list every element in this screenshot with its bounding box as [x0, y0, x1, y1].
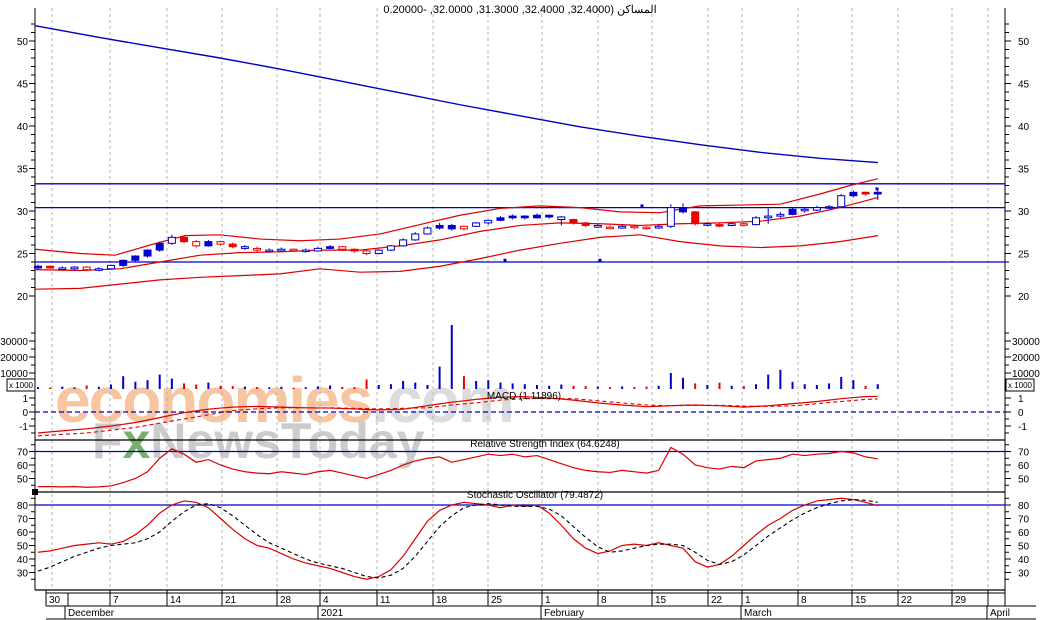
watermark-suffix-text: .com	[371, 364, 514, 436]
svg-text:60: 60	[17, 461, 29, 472]
svg-text:10000: 10000	[1012, 369, 1040, 380]
svg-text:11: 11	[380, 595, 391, 606]
svg-text:0: 0	[22, 408, 28, 419]
svg-text:60: 60	[17, 528, 29, 539]
rsi-indicator-label: Relative Strength Index (64.6248)	[470, 439, 620, 450]
svg-text:x 1000: x 1000	[9, 381, 34, 390]
svg-text:45: 45	[17, 80, 29, 91]
svg-text:March: March	[744, 608, 772, 619]
svg-text:50: 50	[1018, 475, 1030, 486]
stochastic-indicator-label: Stochastic Oscillator (79.4872)	[466, 490, 604, 501]
svg-text:21: 21	[225, 595, 237, 606]
svg-text:-1: -1	[19, 422, 28, 433]
watermark-tag-f: F	[92, 413, 123, 469]
svg-text:30: 30	[17, 569, 29, 580]
svg-text:40: 40	[1018, 555, 1030, 566]
watermark-tag-x: x	[122, 413, 151, 469]
svg-text:0: 0	[1018, 408, 1024, 419]
svg-text:15: 15	[855, 595, 867, 606]
svg-text:40: 40	[17, 122, 29, 133]
svg-text:35: 35	[17, 165, 29, 176]
svg-text:8: 8	[801, 595, 807, 606]
svg-text:29: 29	[955, 595, 967, 606]
svg-text:1: 1	[545, 595, 551, 606]
volume-bars-layer	[37, 325, 879, 389]
gridlines-layer	[51, 8, 989, 590]
svg-text:28: 28	[280, 595, 292, 606]
svg-text:4: 4	[323, 595, 329, 606]
svg-text:70: 70	[17, 515, 29, 526]
svg-text:22: 22	[901, 595, 913, 606]
svg-text:30: 30	[49, 595, 61, 606]
svg-text:50: 50	[1018, 37, 1030, 48]
svg-text:45: 45	[1018, 80, 1030, 91]
svg-text:8: 8	[601, 595, 607, 606]
svg-text:60: 60	[1018, 461, 1030, 472]
svg-text:December: December	[68, 608, 115, 619]
svg-text:80: 80	[1018, 501, 1030, 512]
svg-text:1: 1	[22, 394, 28, 405]
svg-text:18: 18	[436, 595, 448, 606]
svg-text:22: 22	[711, 595, 723, 606]
svg-text:25: 25	[1018, 250, 1030, 261]
frame-layer	[32, 8, 1006, 591]
svg-text:50: 50	[1018, 542, 1030, 553]
axis-labels-layer: 50 50 45 45 40 40 35 35 30 30 25 25 20 20 30000 30000 20…	[0, 23, 1040, 580]
svg-text:40: 40	[1018, 122, 1030, 133]
svg-text:20000: 20000	[0, 353, 28, 364]
svg-text:25: 25	[17, 250, 29, 261]
svg-text:April: April	[990, 608, 1010, 619]
svg-text:40: 40	[17, 555, 29, 566]
watermark-tag-rest: NewsToday	[150, 413, 425, 469]
svg-text:60: 60	[1018, 528, 1030, 539]
svg-text:1: 1	[1018, 394, 1024, 405]
svg-text:80: 80	[17, 501, 29, 512]
svg-text:30: 30	[17, 207, 29, 218]
svg-text:30: 30	[1018, 207, 1030, 218]
svg-text:30000: 30000	[1012, 337, 1040, 348]
svg-text:2021: 2021	[321, 608, 344, 619]
svg-text:50: 50	[17, 475, 29, 486]
candles-layer	[34, 187, 882, 272]
svg-text:20: 20	[1018, 292, 1030, 303]
svg-text:50: 50	[17, 37, 29, 48]
svg-text:25: 25	[491, 595, 503, 606]
svg-text:14: 14	[170, 595, 182, 606]
svg-text:20: 20	[17, 292, 29, 303]
macd-indicator-label: MACD (1.11896)	[486, 391, 562, 402]
svg-text:-1: -1	[1018, 422, 1027, 433]
svg-text:70: 70	[17, 448, 29, 459]
svg-text:70: 70	[1018, 515, 1030, 526]
watermark-tagline: FxNewsToday	[92, 416, 425, 466]
svg-text:70: 70	[1018, 448, 1030, 459]
svg-text:February: February	[544, 608, 584, 619]
indicators-layer	[37, 395, 878, 580]
chart-title-ohlc: المساكن (32.4000, 32.4000, 31.3000, 32.0…	[383, 4, 657, 16]
svg-text:1: 1	[745, 595, 751, 606]
svg-text:30: 30	[1018, 569, 1030, 580]
svg-text:10000: 10000	[0, 369, 28, 380]
svg-text:30000: 30000	[0, 337, 28, 348]
svg-text:50: 50	[17, 542, 29, 553]
svg-text:35: 35	[1018, 165, 1030, 176]
svg-text:7: 7	[113, 595, 119, 606]
svg-text:20000: 20000	[1012, 353, 1040, 364]
svg-text:x 1000: x 1000	[1008, 381, 1033, 390]
svg-text:15: 15	[655, 595, 667, 606]
